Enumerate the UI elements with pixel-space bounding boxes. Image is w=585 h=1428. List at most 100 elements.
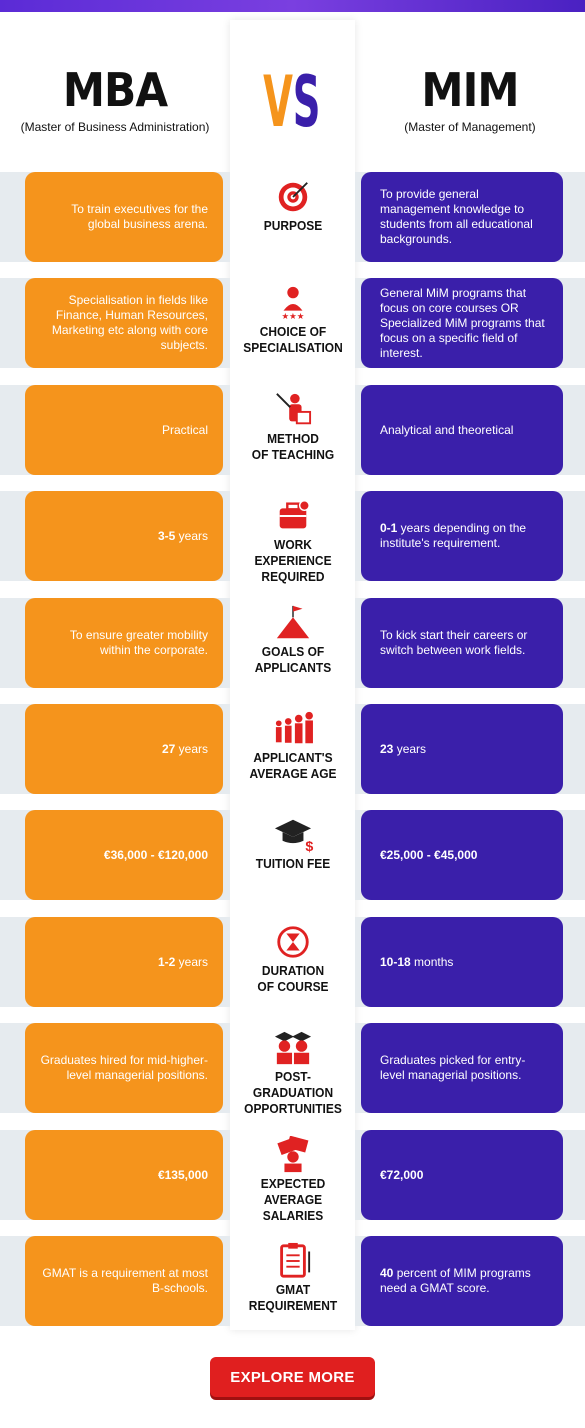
comparison-row: To ensure greater mobility within the co… <box>0 598 585 688</box>
svg-text:★★★: ★★★ <box>282 311 305 321</box>
center-column <box>230 20 355 1330</box>
mim-card <box>361 1023 563 1113</box>
mim-card <box>361 810 563 900</box>
mim-card <box>361 598 563 688</box>
mba-value: To ensure greater mobility within the co… <box>40 598 208 688</box>
comparison-row: €135,000 €72,000 EXPECTED AVERAGE SALARIES <box>0 1130 585 1223</box>
mim-card <box>361 1236 563 1326</box>
mba-value-text: years <box>175 954 208 969</box>
mba-card <box>25 704 223 794</box>
mim-value-bold: 23 <box>380 741 394 756</box>
mba-value-bold: 1-2 <box>157 954 176 969</box>
mountain-flag-icon <box>276 605 310 639</box>
mba-value: 1-2 years <box>40 917 208 1007</box>
mba-title: MBA <box>62 63 168 117</box>
mim-value-bold: 40 <box>380 1266 394 1280</box>
mba-value-bold: €36,000 - €120,000 <box>103 847 208 862</box>
criterion-label: METHOD OF TEACHING <box>251 431 335 462</box>
mim-value: Analytical and theoretical <box>380 385 550 475</box>
criterion-label: CHOICE OF SPECIALISATION <box>243 324 343 355</box>
mba-value-text: years <box>175 741 208 756</box>
mim-value-text: To kick start their careers or switch be… <box>380 628 528 657</box>
mim-value-text: years depending on the institute's requi… <box>380 521 527 550</box>
comparison-row: Specialisation in fields like Finance, H… <box>0 278 585 368</box>
mim-value-text: months <box>410 954 454 969</box>
comparison-row: 1-2 years 10-18 months DURATION OF COURSE <box>0 917 585 1007</box>
mim-card <box>361 917 563 1007</box>
comparison-row: 27 years 23 years APPLICANT'S AVERAGE AGE <box>0 704 585 794</box>
criterion-label: DURATION OF COURSE <box>257 963 329 994</box>
clipboard-icon <box>280 1242 311 1278</box>
mba-value-text: Practical <box>161 422 208 437</box>
graduation-cap-icon: $ <box>274 819 313 854</box>
mba-card <box>25 172 223 262</box>
mim-value-bold: 10-18 <box>380 954 411 969</box>
mim-value: General MiM programs that focus on core … <box>380 278 550 368</box>
explore-more-button[interactable]: EXPLORE MORE <box>210 1357 375 1397</box>
mba-value: 3-5 years <box>40 491 208 581</box>
mba-value-text: years <box>175 528 208 543</box>
mba-value-bold: 3-5 <box>157 528 176 543</box>
criterion-label: GMAT REQUIREMENT <box>248 1282 338 1313</box>
mba-value-bold: 27 <box>161 741 176 756</box>
mim-value-bold: 0-1 <box>380 521 398 535</box>
specialist-icon: ★★★ <box>282 286 305 321</box>
people-icon <box>275 711 313 744</box>
mba-value: 27 years <box>40 704 208 794</box>
mba-value-text: Specialisation in fields like Finance, H… <box>51 293 208 352</box>
comparison-row: 3-5 years 0-1 years depending on the inst… <box>0 491 585 584</box>
mba-value-text: GMAT is a requirement at most B-schools. <box>42 1266 208 1295</box>
mim-value: 23 years <box>380 704 550 794</box>
criterion-label: WORK EXPERIENCE REQUIRED <box>254 537 332 584</box>
graduates-icon <box>274 1031 312 1065</box>
mim-value: €72,000 <box>380 1130 550 1220</box>
mba-card <box>25 917 223 1007</box>
mim-value: €25,000 - €45,000 <box>380 810 550 900</box>
mba-card <box>25 810 223 900</box>
mba-value: GMAT is a requirement at most B-schools. <box>40 1236 208 1326</box>
comparison-row: €36,000 - €120,000 €25,000 - €45,000 $ TUIT… <box>0 810 585 900</box>
mim-subtitle: (Master of Management) <box>404 120 536 134</box>
comparison-row: Graduates hired for mid-higher-level man… <box>0 1023 585 1116</box>
briefcase-icon <box>279 500 310 529</box>
svg-text:S: S <box>293 63 321 142</box>
mba-value: Specialisation in fields like Finance, H… <box>40 278 208 368</box>
mim-value: Graduates picked for entry-level manager… <box>380 1023 550 1113</box>
mim-card <box>361 278 563 368</box>
mba-value: To train executives for the global busin… <box>40 172 208 262</box>
mim-value-text: percent of MIM programs need a GMAT scor… <box>380 1266 531 1295</box>
mba-value-text: To train executives for the global busin… <box>71 202 208 231</box>
mba-value: €36,000 - €120,000 <box>40 810 208 900</box>
svg-text:$: $ <box>305 839 313 854</box>
mim-card <box>361 491 563 581</box>
mba-subtitle: (Master of Business Administration) <box>20 120 210 134</box>
target-icon <box>278 182 308 212</box>
criterion-label: TUITION FEE <box>255 856 331 871</box>
mim-value-text: General MiM programs that focus on core … <box>380 285 545 360</box>
comparison-row: GMAT is a requirement at most B-schools.… <box>0 1236 585 1326</box>
money-icon <box>277 1136 309 1173</box>
mba-value: Practical <box>40 385 208 475</box>
mim-value: 40 percent of MIM programs need a GMAT s… <box>380 1236 550 1326</box>
mim-value-text: years <box>393 741 427 756</box>
comparison-row: To train executives for the global busin… <box>0 172 585 262</box>
mba-card <box>25 1023 223 1113</box>
mim-header: MIM (Master of Management) <box>355 62 585 134</box>
mba-value: Graduates hired for mid-higher-level man… <box>40 1023 208 1113</box>
mba-card <box>25 1236 223 1326</box>
mba-header: MBA (Master of Business Administration) <box>0 62 230 134</box>
mim-card <box>361 704 563 794</box>
comparison-row: Practical Analytical and theoretical METHO… <box>0 385 585 475</box>
mim-value: 0-1 years depending on the institute's r… <box>380 491 550 581</box>
mim-card <box>361 385 563 475</box>
criterion-label: APPLICANT'S AVERAGE AGE <box>249 750 337 781</box>
mim-value-bold: €72,000 <box>380 1167 424 1182</box>
mba-card <box>25 1130 223 1220</box>
mba-card <box>25 385 223 475</box>
hourglass-icon <box>277 926 309 958</box>
mba-value-text: To ensure greater mobility within the co… <box>69 628 208 657</box>
mba-card <box>25 491 223 581</box>
mim-value-text: Analytical and theoretical <box>380 422 514 437</box>
criterion-label: GOALS OF APPLICANTS <box>254 644 332 675</box>
mim-value: 10-18 months <box>380 917 550 1007</box>
